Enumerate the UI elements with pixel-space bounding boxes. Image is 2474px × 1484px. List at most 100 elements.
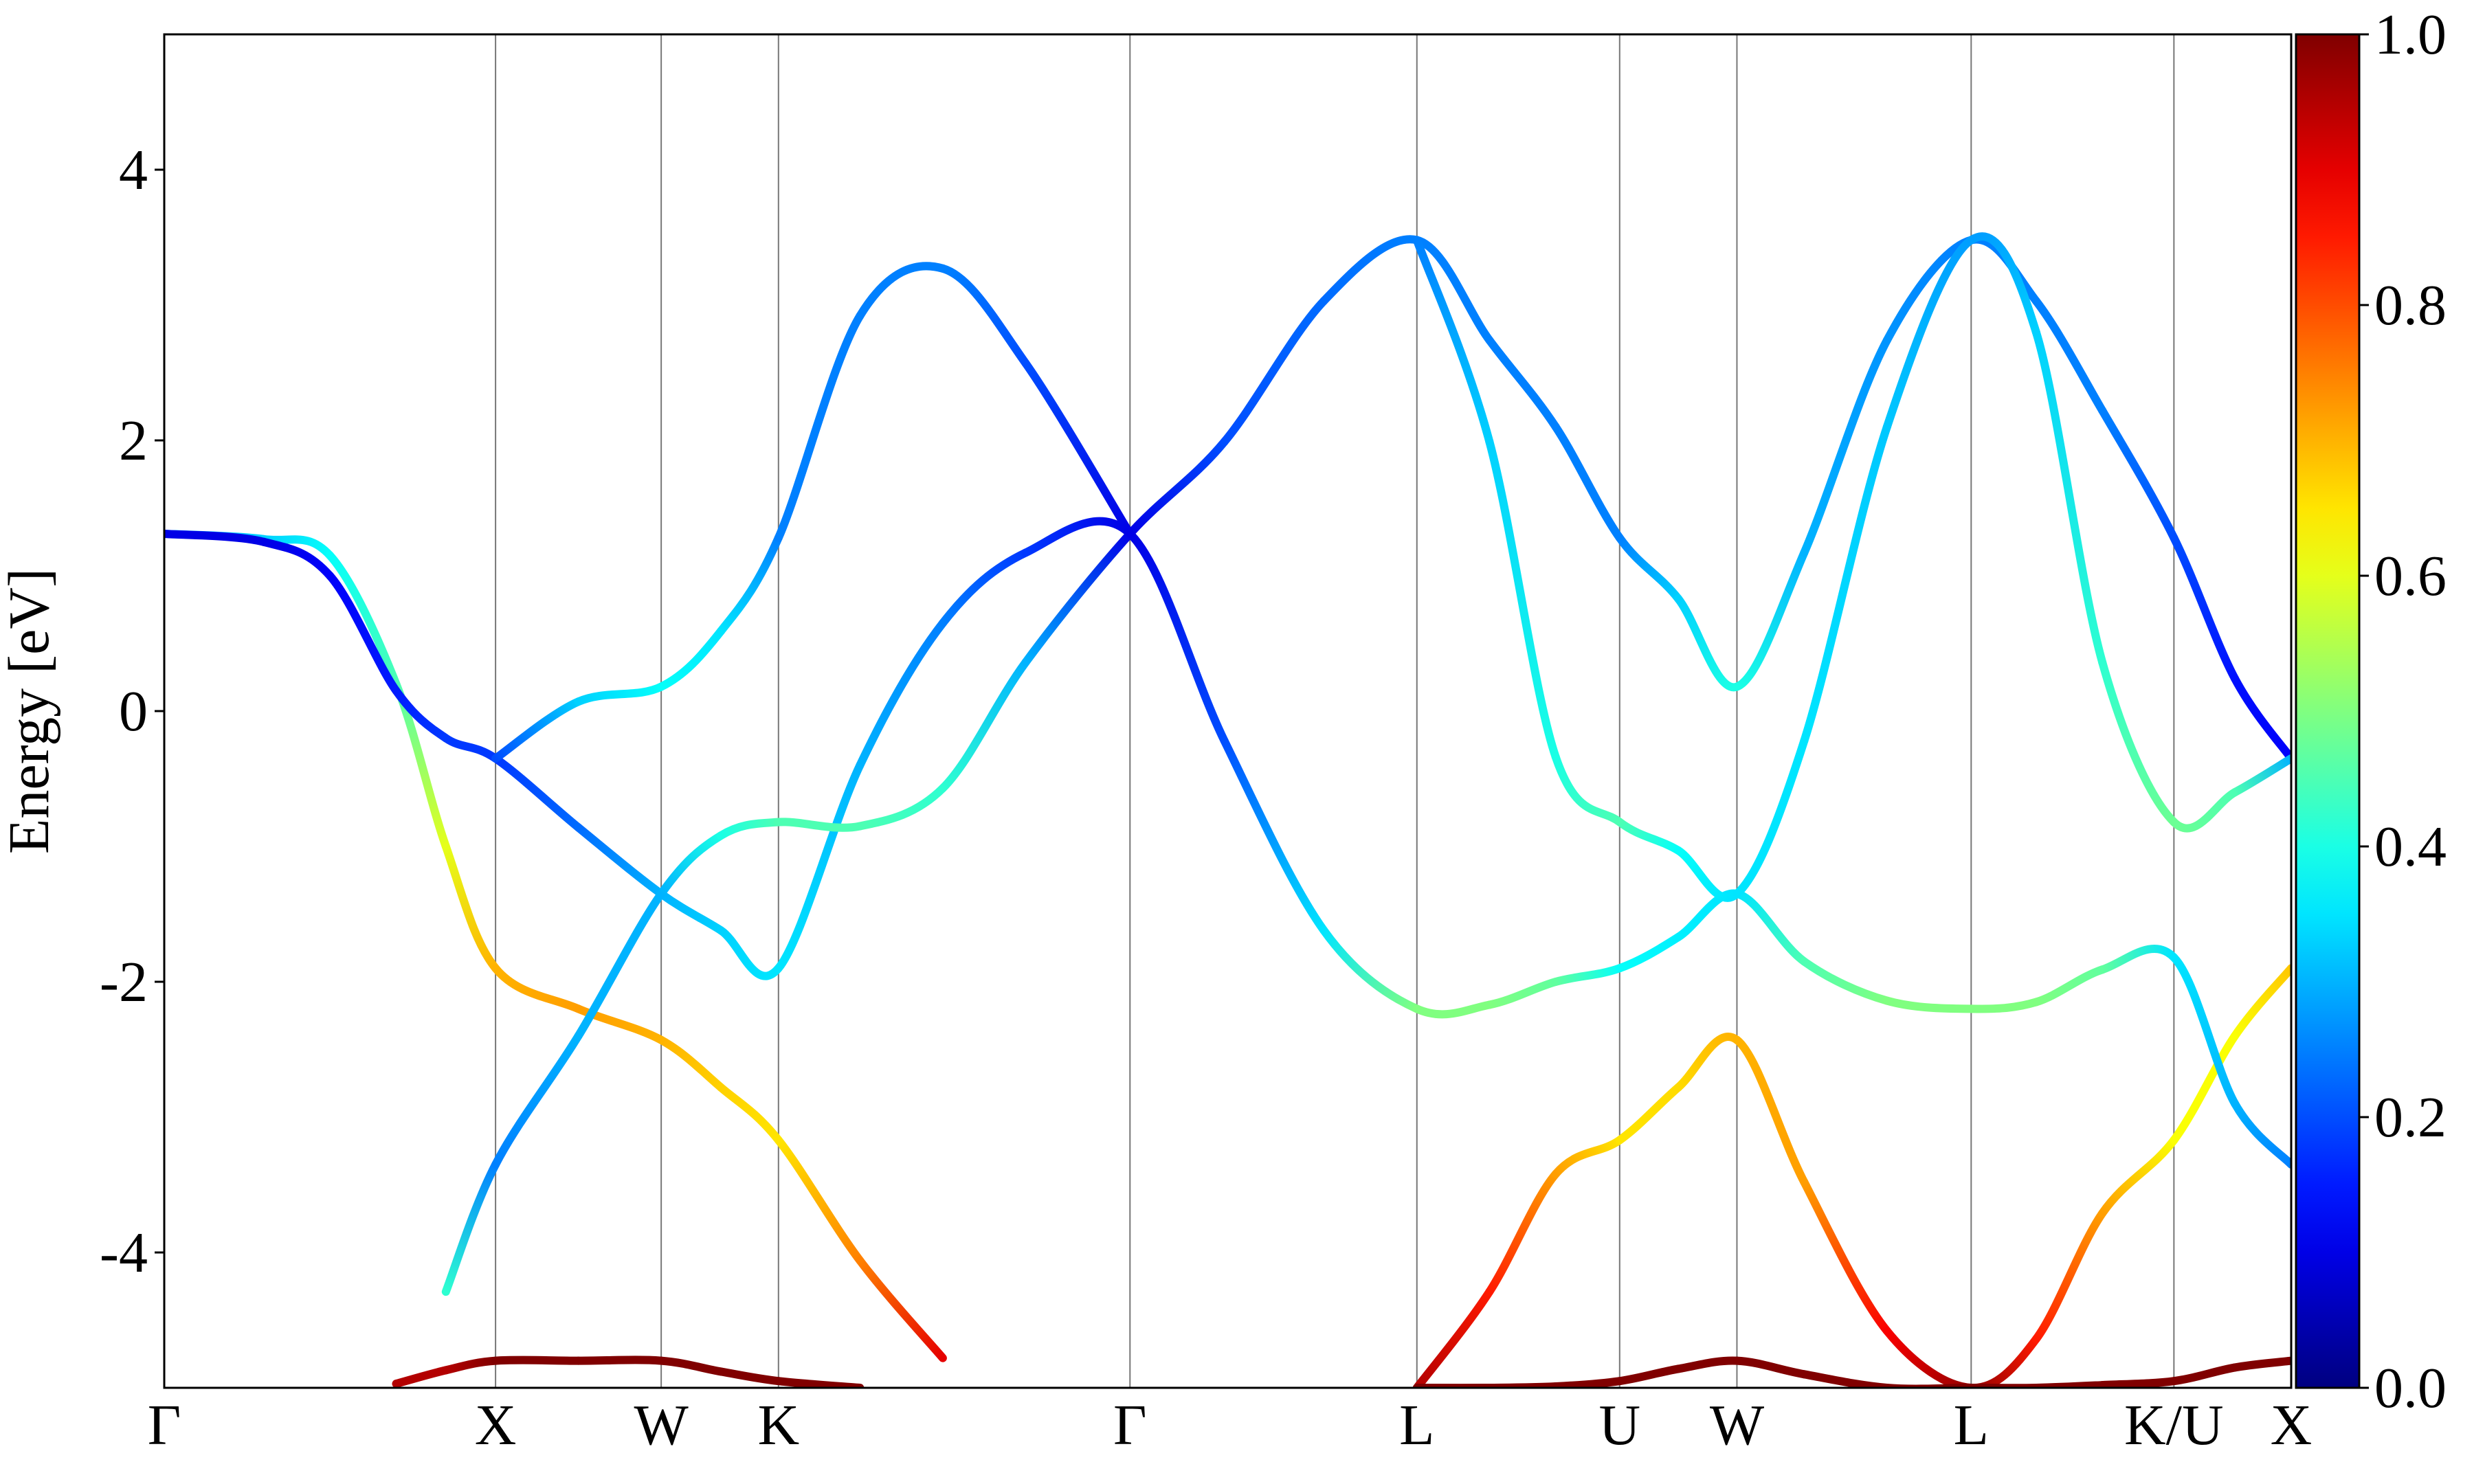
colorbar-tick-label: 0.8: [2374, 273, 2447, 337]
band-segment: [1615, 818, 1683, 855]
band-segment: [716, 533, 783, 636]
y-tick-label: -4: [100, 1221, 148, 1285]
band-segment: [1551, 1136, 1624, 1178]
band-segment: [1615, 1083, 1683, 1145]
band-segment: [2031, 297, 2107, 415]
colorbar-tick-label: 0.2: [2374, 1086, 2447, 1149]
band-segment: [2031, 328, 2107, 667]
band-segment: [1674, 1356, 1741, 1373]
band-segment: [2031, 965, 2107, 1007]
band-segment: [856, 262, 947, 320]
band-segment: [856, 618, 947, 769]
band-segment: [574, 823, 666, 898]
band-segment: [1412, 1288, 1494, 1388]
band-segment: [1551, 1377, 1624, 1388]
y-tick-label: 4: [119, 138, 148, 202]
band-segment: [1732, 889, 1809, 966]
band-segment: [1485, 336, 1560, 431]
band-segment: [2170, 533, 2240, 683]
band-segment: [1800, 1178, 1891, 1336]
band-segment: [164, 529, 268, 546]
colorbar-tick-label: 1.0: [2374, 3, 2447, 67]
band-segment: [774, 761, 865, 973]
y-tick-label: 2: [119, 409, 148, 473]
band-segment: [1021, 359, 1135, 538]
band-segment: [1551, 752, 1624, 827]
x-tick-label: Γ: [148, 1393, 181, 1457]
x-tick-label: U: [1598, 1393, 1640, 1457]
band-segment: [1615, 932, 1683, 973]
band-segment: [441, 1356, 500, 1375]
band-segment: [1882, 236, 1976, 431]
y-tick-label: -2: [100, 950, 148, 1014]
band-segment: [2170, 953, 2240, 1108]
band-segment: [716, 1083, 783, 1145]
band-segment: [2098, 406, 2178, 542]
band-segment: [1485, 1169, 1560, 1296]
band-segment: [392, 686, 450, 743]
band-segment: [1126, 529, 1229, 745]
band-segment: [716, 1367, 783, 1386]
band-segment: [2170, 1363, 2240, 1386]
band-segment: [326, 572, 401, 695]
band-segment: [938, 264, 1030, 368]
x-tick-label: X: [2271, 1393, 2313, 1457]
band-segment: [491, 1356, 583, 1365]
y-axis-label: Energy [eV]: [0, 568, 61, 854]
band-segment: [716, 926, 783, 980]
band-segment: [774, 1136, 865, 1265]
band-segment: [657, 627, 725, 691]
band-segment: [1412, 236, 1494, 446]
band-segment: [1485, 978, 1560, 1009]
band-segment: [491, 754, 583, 832]
band-segment: [657, 1035, 725, 1092]
band-segment: [2098, 1377, 2178, 1388]
band-segment: [2170, 788, 2240, 833]
band-segment: [1800, 957, 1891, 1005]
axes: Γ X W K Γ L U W L K/U X -4 -2 0 2 4 0.0 0.2 0.4 0.6 0.8 1.0: [100, 3, 2447, 1457]
band-segment: [1412, 1000, 1494, 1019]
band-segment: [1319, 235, 1421, 306]
band-segment: [1220, 297, 1328, 446]
band-segment: [1967, 232, 2040, 337]
band-segment: [774, 311, 865, 542]
band-segment: [2231, 674, 2291, 763]
x-tick-label: L: [1954, 1393, 1989, 1457]
x-tick-label: L: [1399, 1393, 1434, 1457]
x-tick-label: K/U: [2124, 1393, 2224, 1457]
band-segment: [1674, 594, 1741, 692]
band-segment: [1800, 336, 1891, 557]
band-segment: [1732, 1035, 1809, 1187]
x-tick-label: W: [634, 1393, 689, 1457]
band-segment: [574, 682, 666, 706]
x-tick-label: W: [1710, 1393, 1765, 1457]
colorbar-tick-label: 0.0: [2374, 1356, 2447, 1420]
band-segment: [2098, 945, 2178, 974]
band-segment: [856, 1256, 947, 1362]
band-segment: [2231, 1356, 2291, 1372]
band-segment: [1967, 998, 2040, 1013]
x-tick-label: X: [475, 1393, 517, 1457]
band-segment: [657, 889, 725, 935]
band-segment: [2031, 1208, 2107, 1344]
band-segment: [1882, 996, 1976, 1013]
band-segment: [1615, 533, 1683, 603]
band-segment: [2098, 658, 2178, 827]
band-segment: [392, 1366, 450, 1388]
band-segment: [2098, 1136, 2178, 1217]
band-segment: [716, 818, 783, 840]
band-segment: [1412, 236, 1494, 345]
band-segment: [1674, 846, 1741, 902]
band-segment: [1220, 737, 1328, 935]
band-segment: [441, 1160, 500, 1296]
band-segment: [574, 889, 666, 1040]
band-segment: [938, 658, 1030, 793]
band-segment: [441, 734, 500, 763]
band-segment: [938, 548, 1030, 627]
band-segment: [2170, 1031, 2240, 1145]
band-segment: [657, 1356, 725, 1376]
x-tick-label: K: [757, 1393, 799, 1457]
band-segment: [491, 697, 583, 763]
